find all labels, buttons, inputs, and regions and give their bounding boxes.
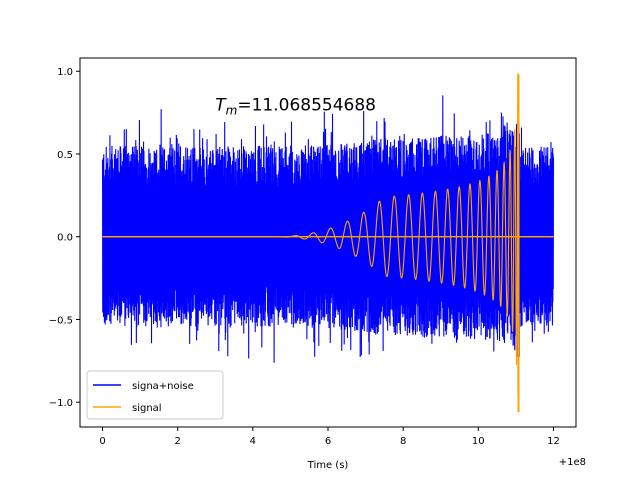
plot-area (102, 72, 554, 413)
x-tick-label: 6 (325, 436, 331, 447)
y-tick-label: −1.0 (49, 398, 73, 409)
legend-label-signal: signal (132, 403, 162, 414)
x-tick-label: 12 (547, 436, 560, 447)
legend: signa+noise signal (86, 370, 224, 420)
x-tick-label: 4 (250, 436, 256, 447)
x-axis-offset-label: +1e8 (559, 457, 586, 468)
x-tick-label: 10 (472, 436, 485, 447)
y-tick-label: 0.5 (57, 150, 73, 161)
ticks: 0 2 4 6 8 10 12 −1.0 −0.5 0.0 0.5 1.0 (49, 67, 560, 447)
annotation-value: =11.068554688 (237, 95, 376, 115)
x-tick-label: 0 (99, 436, 105, 447)
y-tick-label: 0.0 (57, 233, 73, 244)
legend-label-signal-noise: signa+noise (132, 381, 194, 392)
x-axis-label: Time (s) (307, 460, 349, 471)
annotation-subscript: m (226, 103, 238, 117)
x-tick-label: 2 (175, 436, 181, 447)
x-tick-label: 8 (400, 436, 406, 447)
series-line-signal-noise (102, 95, 554, 396)
annotation-symbol: T (215, 95, 227, 115)
y-tick-label: −0.5 (49, 315, 73, 326)
y-tick-label: 1.0 (57, 67, 73, 78)
merger-time-annotation: Tm=11.068554688 (215, 95, 376, 117)
